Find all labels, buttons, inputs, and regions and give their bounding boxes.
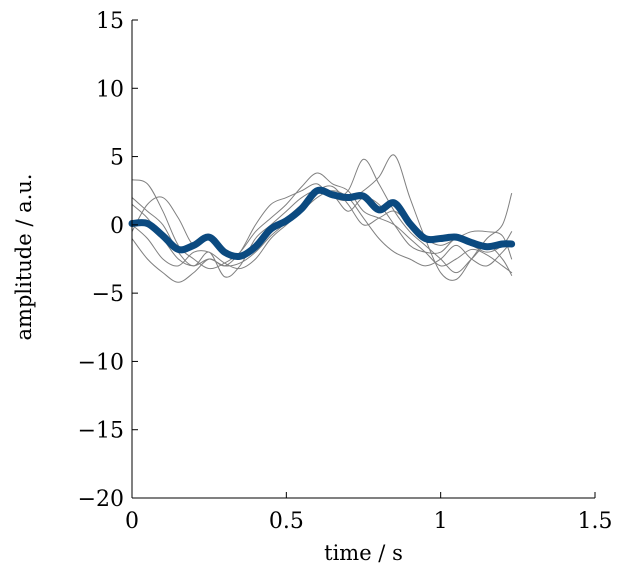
y-tick-label: 5 — [110, 146, 124, 171]
y-axis-label: amplitude / a.u. — [12, 174, 36, 341]
x-axis-label: time / s — [324, 541, 403, 565]
y-tick-label: 0 — [110, 214, 124, 239]
x-tick-label: 1.5 — [578, 509, 613, 534]
x-tick-label: 1 — [434, 509, 448, 534]
mean-series-line — [128, 186, 516, 260]
x-tick-label: 0 — [125, 509, 139, 534]
trial-series-line-5 — [131, 190, 513, 270]
trial-series-line-6 — [131, 189, 513, 267]
y-tick-label: −15 — [78, 419, 124, 444]
y-tick-label: −5 — [92, 282, 124, 307]
x-tick-label: 0.5 — [269, 509, 304, 534]
series-layer — [128, 154, 516, 283]
y-tick-label: 15 — [96, 9, 124, 34]
trial-series-line-1 — [131, 172, 513, 274]
ticks: 0 0.5 1 1.5 −20 −15 −10 −5 0 5 10 15 — [78, 9, 613, 534]
y-tick-label: −10 — [78, 350, 124, 375]
y-tick-label: 10 — [96, 77, 124, 102]
y-tick-label: −20 — [78, 487, 124, 512]
axes — [131, 20, 595, 499]
trial-series-line-3 — [131, 154, 513, 281]
